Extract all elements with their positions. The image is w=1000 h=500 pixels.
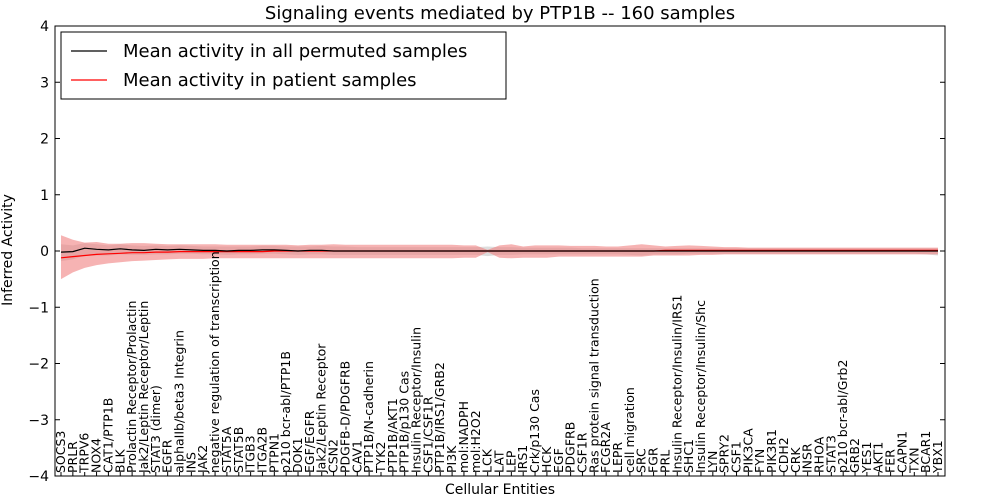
y-tick-label: 3: [40, 75, 49, 91]
category-label: STAT3: [823, 435, 838, 473]
category-label: PTP1B/IRS1/GRB2: [432, 362, 447, 473]
y-tick-label: −4: [28, 469, 49, 485]
patient-band: [61, 235, 938, 280]
category-label: CSF1/CSF1R: [420, 396, 435, 473]
category-label: EGF/EGFR: [302, 410, 317, 473]
legend-box: [60, 31, 507, 100]
y-tick-label: −3: [28, 413, 49, 429]
category-label: mol:NADPH: [456, 401, 471, 473]
category-label: PRLR: [65, 441, 80, 473]
category-label: INS: [183, 452, 198, 473]
category-label: Insulin Receptor/Insulin: [409, 327, 424, 473]
plot-frame: [54, 25, 946, 477]
category-label: LCK: [480, 448, 495, 473]
category-label: LAT: [492, 450, 507, 473]
legend-label-permuted: Mean activity in all permuted samples: [123, 41, 467, 62]
category-label: mol:H2O2: [468, 410, 483, 473]
category-label: PIK3CA: [740, 428, 755, 473]
category-label: Insulin Receptor/Insulin/Shc: [693, 300, 708, 473]
category-label: LEPR: [610, 442, 625, 473]
x-axis-label: Cellular Entities: [445, 482, 555, 498]
category-label: Crk/p130 Cas: [527, 389, 542, 473]
category-label: YBX1: [930, 440, 945, 474]
category-label: DOK1: [290, 437, 305, 473]
category-label: YES1: [859, 442, 874, 474]
category-label: BCAR1: [918, 431, 933, 473]
category-labels: SOCS3PRLRTRPV6NOX4CAT1/PTP1BBLKProlactin…: [53, 251, 945, 474]
category-label: CSF1: [729, 441, 744, 473]
category-label: cell migration: [622, 387, 637, 473]
y-axis-label: Inferred Activity: [0, 194, 16, 306]
category-label: p210 bcr-abl/Grb2: [835, 360, 850, 473]
category-label: STAT5B: [231, 427, 246, 473]
category-label: CAV1: [349, 440, 364, 473]
category-label: CAPN1: [894, 431, 909, 473]
category-label: FCGR2A: [598, 422, 613, 473]
category-label: STAT3 (dimer): [148, 385, 163, 473]
category-label: Jak2/Leptin Receptor/Leptin: [136, 301, 151, 474]
category-label: ITGB3: [243, 435, 258, 473]
category-label: CAT1/PTP1B: [100, 398, 115, 473]
category-label: PDGFB-D/PDGFRB: [337, 361, 352, 473]
category-label: Insulin Receptor/Insulin/IRS1: [669, 295, 684, 473]
category-label: STAT5A: [219, 426, 234, 473]
y-tick-label: −2: [28, 357, 49, 373]
y-tick-label: 4: [40, 19, 49, 35]
category-label: HCK: [539, 446, 554, 473]
legend-label-patient: Mean activity in patient samples: [123, 70, 417, 91]
category-label: TYK2: [373, 442, 388, 474]
category-label: PDGFRB: [563, 422, 578, 473]
category-label: ITGA2B: [255, 427, 270, 473]
category-label: NOX4: [89, 438, 104, 473]
category-label: CSF1R: [575, 432, 590, 473]
category-label: SOCS3: [53, 431, 68, 473]
category-label: INSR: [800, 443, 815, 473]
y-tick-label: 2: [40, 132, 49, 148]
category-label: LEP: [503, 450, 518, 473]
category-label: PIK3R1: [764, 429, 779, 473]
line-layer: [60, 247, 938, 259]
category-label: Prolactin Receptor/Prolactin: [124, 301, 139, 473]
category-label: FGR: [646, 447, 661, 473]
category-label: Ras protein signal transduction: [586, 278, 601, 473]
category-label: EGFR: [160, 439, 175, 473]
category-label: TXN: [906, 447, 921, 474]
category-label: PI3K: [444, 445, 459, 473]
patient-band-layer: [61, 235, 938, 280]
y-tick-label: −1: [28, 300, 49, 316]
category-label: LYN: [705, 451, 720, 473]
category-label: CSN2: [326, 439, 341, 473]
category-label: alphaIIb/beta3 Integrin: [172, 330, 187, 473]
chart-title: Signaling events mediated by PTP1B -- 16…: [265, 3, 735, 24]
category-label: p210 bcr-abl/PTP1B: [278, 351, 293, 473]
series-line-permuted: [60, 247, 938, 253]
category-label: CDH2: [776, 437, 791, 473]
y-tick-label: 1: [40, 188, 49, 204]
category-label: PTP1B/N-cadherin: [361, 361, 376, 473]
ticks-layer: 4 3 2 1 0 −1 −2 −3 −4: [28, 19, 945, 485]
category-label: PTP1B/p130 Cas: [397, 371, 412, 473]
category-label: SHC1: [681, 439, 696, 473]
category-label: PTP1B/AKT1: [385, 398, 400, 473]
category-label: FYN: [752, 449, 767, 473]
y-tick-label: 0: [40, 244, 49, 260]
category-label: CRK: [788, 447, 803, 473]
category-label: BLK: [112, 448, 127, 473]
category-label: FER: [883, 449, 898, 473]
category-label: SPRY2: [717, 434, 732, 473]
category-label: PRL: [657, 450, 672, 473]
category-label: negative regulation of transcription: [207, 251, 222, 473]
category-label: PTPN1: [266, 433, 281, 473]
category-label: IRS1: [515, 445, 530, 473]
category-label: TRPV6: [77, 433, 92, 474]
category-label: JAK2: [195, 445, 210, 474]
legend: Mean activity in all permuted samples Me…: [60, 31, 507, 100]
category-label: EGF: [551, 448, 566, 473]
category-label: SRC: [634, 448, 649, 473]
category-label: Jak2/Leptin Receptor: [314, 343, 329, 474]
category-label: RHOA: [812, 436, 827, 473]
category-label: GRB2: [847, 438, 862, 473]
category-label: AKT1: [871, 442, 886, 473]
